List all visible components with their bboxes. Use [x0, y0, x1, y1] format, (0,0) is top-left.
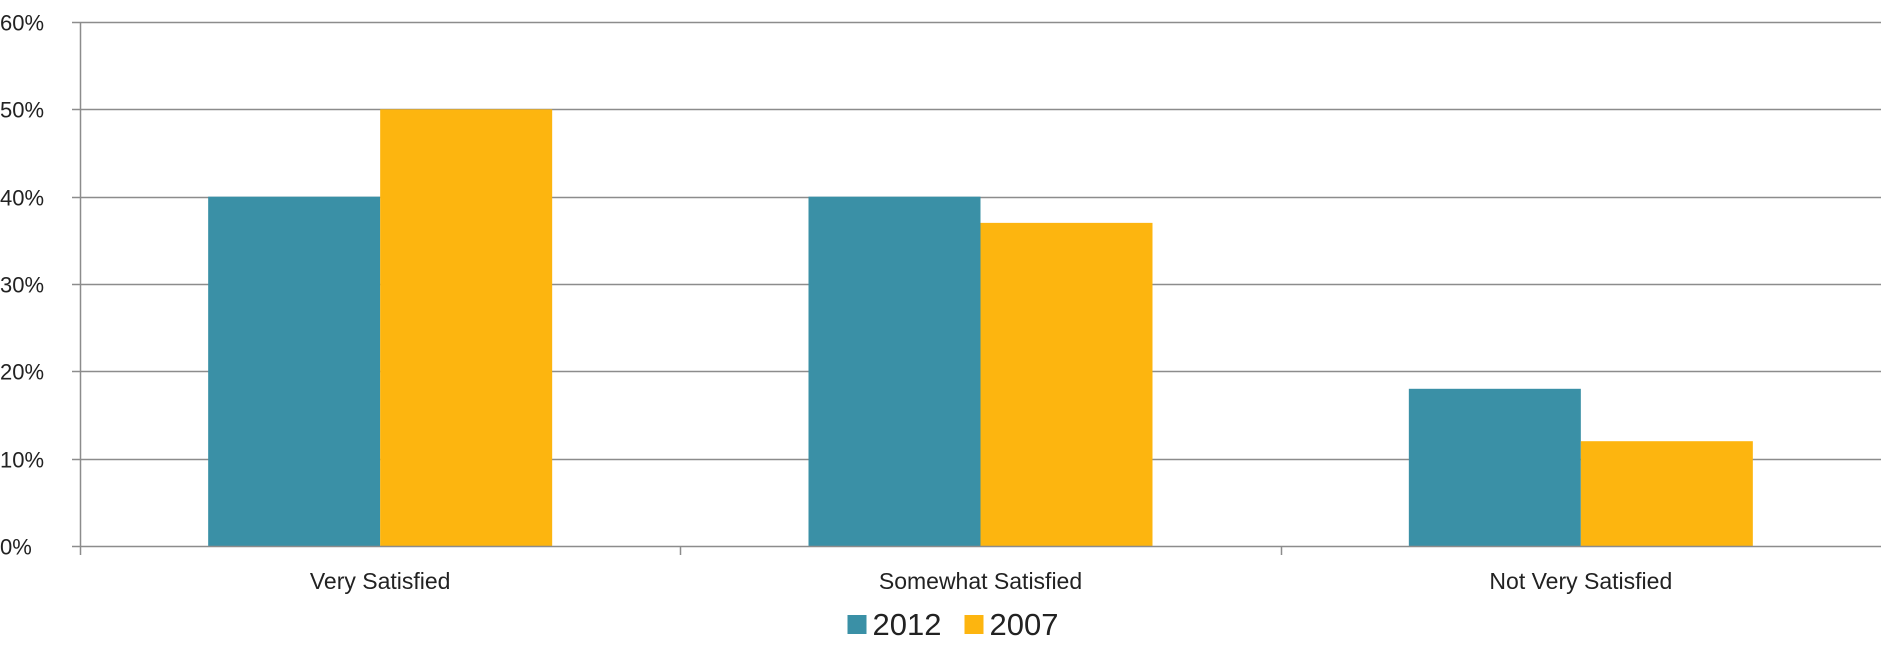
bar-2012-somewhat-satisfied: [808, 196, 981, 546]
bar-2007-somewhat-satisfied: [980, 222, 1153, 546]
legend-label-2012: 2012: [873, 607, 942, 642]
x-tick-label: Somewhat Satisfied: [879, 568, 1082, 594]
legend-label-2007: 2007: [990, 607, 1059, 642]
axes: [72, 21, 1881, 555]
legend-swatch-2007: [964, 615, 984, 634]
bar-2007-very-satisfied: [380, 109, 553, 546]
y-tick-label: 0%: [0, 535, 32, 560]
tick-labels: 0% 10% 20% 30% 40% 50% 60% Very Satisfied Somewh…: [0, 11, 1672, 595]
legend-swatch-2012: [847, 615, 867, 634]
bar-2012-very-satisfied: [208, 196, 381, 546]
x-tick-label: Very Satisfied: [310, 568, 451, 594]
y-tick-label: 50%: [0, 98, 44, 123]
y-tick-label: 40%: [0, 186, 44, 211]
bar-2012-not-very-satisfied: [1408, 388, 1581, 546]
legend: 2012 2007: [847, 607, 1059, 642]
bar-2007-not-very-satisfied: [1580, 441, 1753, 546]
x-tick-label: Not Very Satisfied: [1489, 568, 1672, 594]
y-tick-label: 30%: [0, 273, 44, 298]
bars: [208, 109, 1753, 546]
y-tick-label: 60%: [0, 11, 44, 36]
y-tick-label: 20%: [0, 360, 44, 385]
y-tick-label: 10%: [0, 448, 44, 473]
